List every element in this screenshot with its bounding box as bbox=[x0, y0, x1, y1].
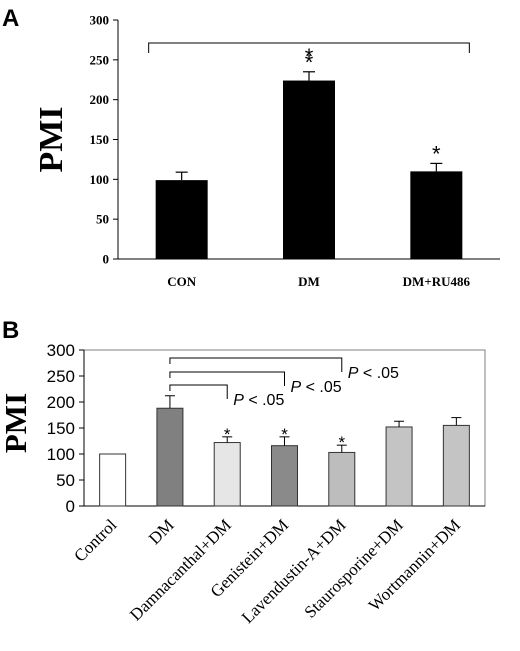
y-tick-label: 150 bbox=[90, 132, 110, 147]
x-category-label: Damnacanthal+DM bbox=[126, 515, 235, 624]
x-category-label: Control bbox=[70, 515, 120, 565]
p-value-label: P < .05 bbox=[348, 365, 399, 382]
bracket-star: * bbox=[305, 44, 314, 69]
p-value-threshold: < .05 bbox=[358, 365, 399, 382]
y-tick-label: 250 bbox=[90, 52, 110, 67]
significance-star: * bbox=[281, 425, 288, 444]
y-tick-label: 200 bbox=[90, 92, 110, 107]
significance-bracket bbox=[169, 357, 343, 372]
bar bbox=[99, 453, 127, 507]
bar bbox=[410, 171, 463, 259]
bar bbox=[283, 80, 335, 260]
significance-star: * bbox=[224, 425, 231, 444]
bar bbox=[271, 445, 298, 507]
p-value-symbol: P bbox=[291, 379, 302, 396]
y-axis-title: PMI bbox=[0, 393, 33, 453]
y-tick-label: 0 bbox=[66, 497, 75, 516]
x-category-label: DM bbox=[145, 515, 178, 548]
p-value-threshold: < .05 bbox=[244, 392, 285, 409]
panel-b-letter: B bbox=[2, 317, 19, 344]
y-tick-label: 50 bbox=[96, 212, 109, 227]
significance-bracket bbox=[169, 384, 228, 399]
bar bbox=[328, 451, 356, 507]
y-tick-label: 150 bbox=[47, 419, 75, 438]
bar bbox=[155, 180, 208, 259]
significance-star: * bbox=[305, 50, 314, 75]
bar bbox=[156, 407, 184, 507]
x-category-label: Staurosporine+DM bbox=[301, 515, 407, 621]
p-value-label: P < .05 bbox=[233, 392, 284, 409]
significance-star: * bbox=[338, 433, 345, 452]
y-tick-label: 0 bbox=[103, 252, 110, 267]
p-value-symbol: P bbox=[348, 365, 359, 382]
y-tick-label: 300 bbox=[47, 341, 75, 360]
y-tick-label: 200 bbox=[47, 393, 75, 412]
y-tick-label: 300 bbox=[90, 13, 110, 28]
x-category-label: CON bbox=[167, 274, 197, 289]
y-axis-title: PMI bbox=[33, 106, 70, 172]
y-tick-label: 100 bbox=[90, 172, 110, 187]
significance-bracket bbox=[169, 371, 285, 386]
p-value-label: P < .05 bbox=[291, 379, 342, 396]
bar bbox=[213, 442, 241, 507]
panel-a-letter: A bbox=[2, 5, 19, 32]
chart-b: 0 50 100 150 200 250 300 PMI Control DM * Damnacant… bbox=[0, 341, 486, 627]
significance-bracket bbox=[148, 42, 470, 53]
bar bbox=[385, 426, 413, 507]
chart-a: 0 50 100 150 200 250 300 PMI CON * DM * DM+RU486 * bbox=[33, 13, 500, 289]
bar bbox=[442, 424, 470, 507]
p-value-symbol: P bbox=[233, 392, 244, 409]
x-category-label: DM bbox=[298, 274, 320, 289]
x-category-label: DM+RU486 bbox=[403, 274, 471, 289]
y-tick-label: 250 bbox=[47, 367, 75, 386]
p-value-threshold: < .05 bbox=[301, 379, 342, 396]
x-category-label: Lavendustin-A+DM bbox=[238, 515, 350, 627]
y-tick-label: 100 bbox=[47, 445, 75, 464]
y-tick-label: 50 bbox=[56, 471, 75, 490]
significance-star: * bbox=[432, 141, 441, 166]
